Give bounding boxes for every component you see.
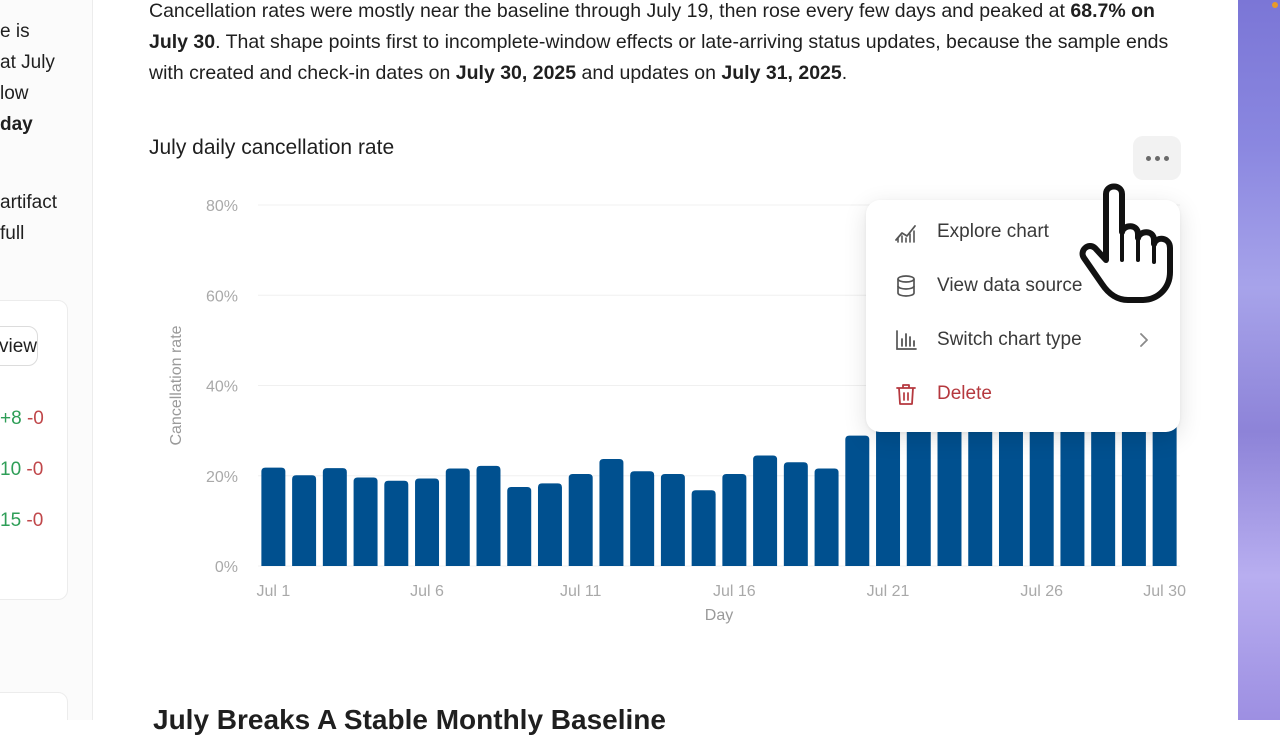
y-tick-label: 40% xyxy=(206,379,238,396)
chevron-right-icon xyxy=(1140,333,1148,347)
side-text-line: artifact xyxy=(0,192,58,213)
desktop-wallpaper xyxy=(1238,0,1280,720)
diff-stat: 15 -0 xyxy=(0,510,43,532)
side-text-line: full xyxy=(0,223,25,244)
diff-stat: +8 -0 xyxy=(0,408,44,430)
bar xyxy=(292,475,317,566)
database-icon xyxy=(897,275,915,297)
trash-icon xyxy=(896,384,916,405)
y-tick-label: 0% xyxy=(215,559,238,576)
diff-deletions: -0 xyxy=(26,510,44,531)
menu-item-switch-chart-type[interactable]: Switch chart type xyxy=(866,313,1180,367)
more-dots-icon xyxy=(1154,155,1160,161)
bar xyxy=(630,471,655,566)
bar xyxy=(476,465,501,566)
menu-item-view-data-source[interactable]: View data source xyxy=(866,259,1180,313)
bar xyxy=(445,468,470,566)
bar xyxy=(753,455,778,566)
bar xyxy=(968,390,993,566)
bar xyxy=(537,483,562,566)
y-axis-label: Cancellation rate xyxy=(168,325,185,445)
bar xyxy=(906,399,931,566)
x-tick-label: Jul 11 xyxy=(560,583,602,600)
paragraph-emphasis: July 30, 2025 xyxy=(455,62,577,84)
diff-deletions: -0 xyxy=(26,459,44,480)
menu-item-label: Explore chart xyxy=(937,221,1049,242)
view-button-label: view xyxy=(0,336,37,357)
x-tick-label: Jul 16 xyxy=(713,583,756,600)
bar xyxy=(353,477,378,566)
x-axis-label: Day xyxy=(705,607,733,624)
diff-stat: 10 -0 xyxy=(0,459,43,481)
menu-item-label: Delete xyxy=(937,383,992,404)
menu-item-explore-chart[interactable]: Explore chart xyxy=(866,205,1180,259)
bar xyxy=(415,478,440,566)
bar xyxy=(507,487,532,566)
menu-item-delete[interactable]: Delete xyxy=(866,367,1180,421)
section-heading: July Breaks A Stable Monthly Baseline xyxy=(153,704,666,735)
x-tick-label: Jul 26 xyxy=(1020,583,1063,600)
bar xyxy=(814,468,839,566)
diff-additions: +8 xyxy=(0,408,22,429)
paragraph-emphasis: July 31, 2025 xyxy=(721,62,842,84)
x-tick-label: Jul 1 xyxy=(256,583,290,600)
bar-chart-icon xyxy=(896,330,917,350)
bar xyxy=(722,473,747,566)
paragraph-text: and updates on xyxy=(576,62,722,84)
side-text-line: day xyxy=(0,114,33,135)
bar xyxy=(322,468,347,566)
chart-more-button[interactable] xyxy=(1133,136,1181,180)
y-tick-label: 20% xyxy=(206,469,238,486)
side-card xyxy=(0,692,68,720)
paragraph-text: . xyxy=(841,62,848,84)
paragraph-text: . That shape points first to incomplete-… xyxy=(149,31,1169,84)
menu-item-label: View data source xyxy=(937,275,1083,296)
diff-additions: 10 xyxy=(0,459,22,480)
explore-chart-icon xyxy=(895,225,916,243)
bar xyxy=(599,459,624,566)
status-dot xyxy=(1272,2,1278,8)
bar xyxy=(660,473,685,566)
bar xyxy=(845,435,870,566)
diff-deletions: -0 xyxy=(26,408,44,429)
paragraph-emphasis: 68.7% on July 30 xyxy=(149,0,1155,53)
diff-additions: 15 xyxy=(0,510,22,531)
view-button[interactable]: view xyxy=(0,326,38,366)
x-tick-label: Jul 6 xyxy=(410,583,444,600)
bar xyxy=(783,462,808,566)
x-tick-label: Jul 30 xyxy=(1143,583,1186,600)
bar xyxy=(876,410,901,566)
more-dots-icon xyxy=(1163,155,1169,161)
bar xyxy=(568,473,593,566)
menu-item-label: Switch chart type xyxy=(937,329,1082,350)
chart-title: July daily cancellation rate xyxy=(149,136,395,159)
bar xyxy=(261,467,286,566)
more-dots-icon xyxy=(1145,155,1151,161)
summary-paragraph: Cancellation rates were mostly near the … xyxy=(149,0,1199,89)
bar xyxy=(691,490,716,566)
side-text-line: low xyxy=(0,83,29,104)
side-text-line: e is xyxy=(0,21,30,42)
paragraph-text: Cancellation rates were mostly near the … xyxy=(149,0,1071,22)
side-text-line: at July xyxy=(0,52,55,73)
y-tick-label: 80% xyxy=(206,198,238,215)
x-tick-label: Jul 21 xyxy=(867,583,910,600)
side-panel: e is at July low day artifact full view … xyxy=(0,0,93,720)
y-tick-label: 60% xyxy=(206,288,238,305)
hand-pointer-cursor-icon xyxy=(1079,183,1173,303)
bar xyxy=(384,480,409,566)
